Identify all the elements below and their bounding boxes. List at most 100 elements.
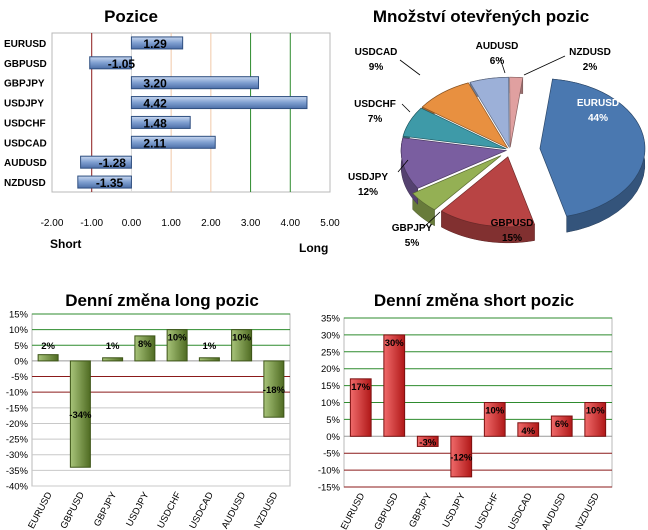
change-bar	[450, 435, 473, 478]
change-bar	[134, 335, 156, 362]
x-tick-label: 5.00	[320, 218, 340, 229]
pie-slice	[440, 156, 536, 228]
bar-value-label: 6%	[555, 419, 569, 430]
category-label: GBPJPY	[4, 79, 45, 90]
position-bar	[130, 96, 308, 110]
pie-slice-percent: 12%	[358, 187, 378, 198]
category-label: USDJPY	[4, 99, 44, 110]
short-change-chart-title: Denní změna short pozic	[374, 291, 574, 310]
positions-chart-title: Pozice	[104, 7, 158, 26]
pie-slice-percent: 5%	[405, 238, 420, 249]
bar-value-label: 2%	[41, 341, 55, 352]
y-tick-label: -5%	[323, 449, 340, 460]
category-label: AUDUSD	[4, 158, 47, 169]
x-category-label: GBPJPY	[407, 491, 435, 530]
pie-slice-label: GBPUSD	[491, 218, 534, 229]
bar-value-label: 30%	[385, 338, 405, 349]
pie-leader-line	[399, 59, 421, 76]
pie-slice-label: USDCAD	[355, 47, 398, 58]
bar-value-label: -3%	[419, 437, 436, 448]
bar-value-label: 4%	[521, 426, 535, 437]
x-category-label: AUDUSD	[220, 490, 249, 530]
change-bar	[383, 334, 406, 437]
x-tick-label: 4.00	[281, 218, 301, 229]
x-category-label: AUDUSD	[540, 491, 569, 530]
x-tick-label: 3.00	[241, 218, 261, 229]
x-category-label: NZDUSD	[574, 491, 602, 530]
x-category-label: GBPJPY	[92, 490, 120, 529]
bar-value-label: -1.28	[99, 156, 127, 170]
y-tick-label: 5%	[14, 341, 28, 352]
pie-slice-label: USDJPY	[348, 172, 388, 183]
y-tick-label: -20%	[6, 419, 29, 430]
y-tick-label: 20%	[321, 364, 341, 375]
bar-value-label: 10%	[168, 333, 188, 344]
pie-slice-label: GBPJPY	[392, 223, 433, 234]
change-bar	[584, 402, 607, 437]
change-bar	[198, 357, 220, 362]
short-change-plot-area: 35% 30% 25% 20% 15% 10% 5% 0% -5% -10% -15% 17% EURU…	[318, 314, 613, 530]
change-bar	[166, 329, 188, 362]
bar-value-label: 2.11	[143, 136, 166, 150]
pie-leader-line	[424, 211, 441, 227]
position-bar	[130, 36, 184, 50]
position-bar	[77, 175, 132, 189]
pie-leader-line	[523, 55, 566, 76]
change-bar	[483, 402, 506, 437]
y-tick-label: -10%	[318, 466, 341, 477]
pie-slice-label: NZDUSD	[569, 47, 611, 58]
pie-slice	[400, 137, 508, 189]
y-tick-label: -5%	[11, 372, 28, 383]
long-change-plot-area: 15% 10% 5% 0% -5% -10% -15% -20% -25% -30% -35% -40…	[6, 310, 291, 530]
positions-chart: Pozice -2.00 -1.00 0.00 1.00 2.00 3.00 4.00 5.0…	[4, 7, 340, 255]
category-label: GBPUSD	[4, 59, 47, 70]
bar-value-label: -12%	[450, 453, 473, 464]
category-label: USDCHF	[4, 118, 46, 129]
y-tick-label: -25%	[6, 435, 29, 446]
x-category-label: USDCHF	[473, 491, 501, 530]
change-bar	[550, 415, 573, 437]
pie-leader-line	[397, 159, 409, 173]
y-tick-label: 15%	[9, 310, 29, 321]
bar-value-label: 10%	[485, 406, 505, 417]
bar-value-label: 1%	[203, 341, 217, 352]
bar-value-label: 8%	[138, 339, 152, 350]
y-tick-label: -35%	[6, 466, 29, 477]
category-label: EURUSD	[4, 39, 46, 50]
pie-slice	[402, 107, 507, 150]
x-tick-label: -2.00	[41, 218, 64, 229]
y-tick-label: 10%	[9, 325, 29, 336]
pie-slice-percent: 15%	[502, 233, 522, 244]
positions-plot-area: -2.00 -1.00 0.00 1.00 2.00 3.00 4.00 5.00 EURUSD…	[4, 32, 340, 229]
bar-value-label: 3.20	[143, 77, 167, 91]
y-tick-label: 25%	[321, 347, 341, 358]
y-tick-label: -15%	[318, 483, 341, 494]
position-bar	[89, 56, 132, 70]
pie-slice	[539, 78, 646, 217]
pie-slice-label: EURUSD	[577, 98, 619, 109]
y-tick-label: -10%	[6, 388, 29, 399]
category-label: NZDUSD	[4, 178, 46, 189]
x-category-label: NZDUSD	[252, 490, 280, 530]
bar-value-label: 10%	[586, 406, 606, 417]
bar-value-label: -1.05	[108, 57, 136, 71]
change-bar	[69, 360, 91, 468]
pie-slice	[412, 155, 502, 211]
y-tick-label: 35%	[321, 314, 341, 325]
x-tick-label: 1.00	[161, 218, 181, 229]
x-category-label: GBPUSD	[58, 490, 87, 530]
y-tick-label: 30%	[321, 330, 341, 341]
open-positions-pie-chart: Množství otevřených pozic EURUSD 44% GBPUS…	[348, 7, 646, 249]
x-tick-label: 2.00	[201, 218, 221, 229]
x-tick-label: 0.00	[122, 218, 142, 229]
y-tick-label: 15%	[321, 381, 341, 392]
y-tick-label: -15%	[6, 403, 29, 414]
x-category-label: USDCAD	[187, 490, 216, 530]
bar-value-label: 1.29	[143, 37, 167, 51]
y-tick-label: 0%	[326, 432, 340, 443]
x-category-label: EURUSD	[339, 491, 368, 530]
x-category-label: USDCAD	[506, 491, 535, 530]
long-change-chart-title: Denní změna long pozic	[65, 291, 259, 310]
change-bar	[349, 378, 372, 437]
